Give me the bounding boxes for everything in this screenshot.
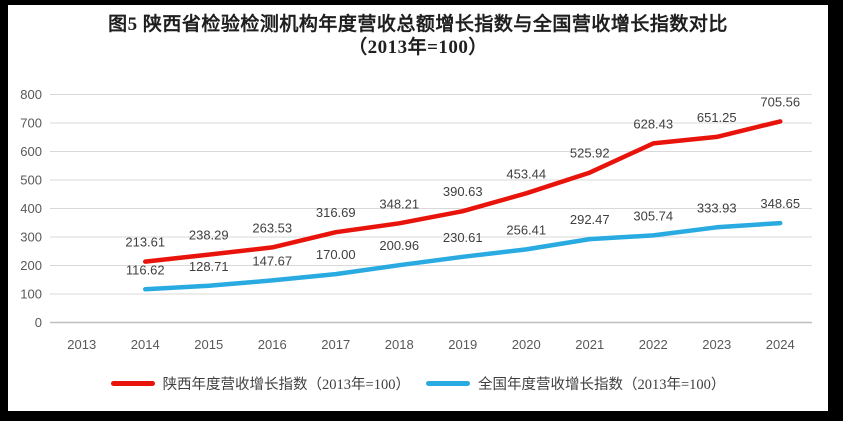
x-tick-label: 2021: [575, 337, 604, 352]
x-tick-label: 2022: [639, 337, 668, 352]
data-label: 628.43: [633, 116, 673, 131]
data-label: 305.74: [633, 208, 673, 223]
data-label: 705.56: [760, 94, 800, 109]
legend-label-shaanxi: 陕西年度营收增长指数（2013年=100）: [162, 376, 410, 393]
data-label: 453.44: [506, 166, 546, 181]
data-label: 170.00: [316, 247, 356, 262]
x-tick-label: 2019: [448, 337, 477, 352]
data-label: 116.62: [126, 262, 165, 277]
y-tick-label: 800: [20, 87, 42, 102]
legend-item-shaanxi: 陕西年度营收增长指数（2013年=100）: [110, 373, 410, 394]
chart-title: 图5 陕西省检验检测机构年度营收总额增长指数与全国营收增长指数对比 （2013年…: [8, 13, 828, 59]
x-tick-label: 2017: [321, 337, 350, 352]
data-label: 348.65: [760, 196, 800, 211]
data-label: 147.67: [252, 253, 292, 268]
y-tick-label: 0: [35, 315, 42, 330]
x-tick-label: 2014: [131, 337, 160, 352]
data-label: 292.47: [570, 212, 610, 227]
legend-item-national: 全国年度营收增长指数（2013年=100）: [426, 373, 725, 394]
data-label: 525.92: [570, 146, 610, 161]
x-tick-label: 2015: [194, 337, 223, 352]
x-tick-label: 2020: [512, 337, 541, 352]
data-label: 200.96: [379, 238, 419, 253]
x-tick-label: 2013: [67, 337, 96, 352]
y-tick-label: 400: [20, 201, 42, 216]
data-label: 230.61: [443, 230, 483, 245]
x-tick-label: 2018: [385, 337, 414, 352]
data-label: 256.41: [506, 222, 546, 237]
y-tick-label: 600: [20, 144, 42, 159]
data-label: 348.21: [379, 196, 419, 211]
data-label: 128.71: [189, 259, 229, 274]
data-label: 333.93: [697, 200, 737, 215]
legend-label-national: 全国年度营收增长指数（2013年=100）: [478, 376, 726, 393]
legend: 陕西年度营收增长指数（2013年=100） 全国年度营收增长指数（2013年=1…: [8, 373, 828, 393]
chart-title-line2: （2013年=100）: [348, 37, 488, 58]
data-label: 651.25: [697, 110, 737, 125]
legend-swatch-national: [426, 380, 470, 386]
y-tick-label: 200: [20, 258, 42, 273]
legend-swatch-shaanxi: [110, 380, 155, 386]
x-tick-label: 2023: [702, 337, 731, 352]
y-tick-label: 700: [20, 116, 42, 131]
x-tick-label: 2024: [766, 337, 795, 352]
y-tick-label: 500: [20, 173, 42, 188]
y-tick-label: 300: [20, 230, 42, 245]
data-label: 390.63: [443, 184, 483, 199]
series-line-shaanxi: [143, 119, 783, 264]
data-label: 316.69: [316, 205, 356, 220]
data-label: 238.29: [189, 228, 229, 243]
chart-title-line1: 图5 陕西省检验检测机构年度营收总额增长指数与全国营收增长指数对比: [108, 14, 728, 35]
y-tick-label: 100: [20, 287, 42, 302]
x-tick-label: 2016: [258, 337, 287, 352]
data-label: 263.53: [252, 220, 292, 235]
series-line-national: [143, 220, 783, 292]
data-label: 213.61: [125, 235, 165, 250]
